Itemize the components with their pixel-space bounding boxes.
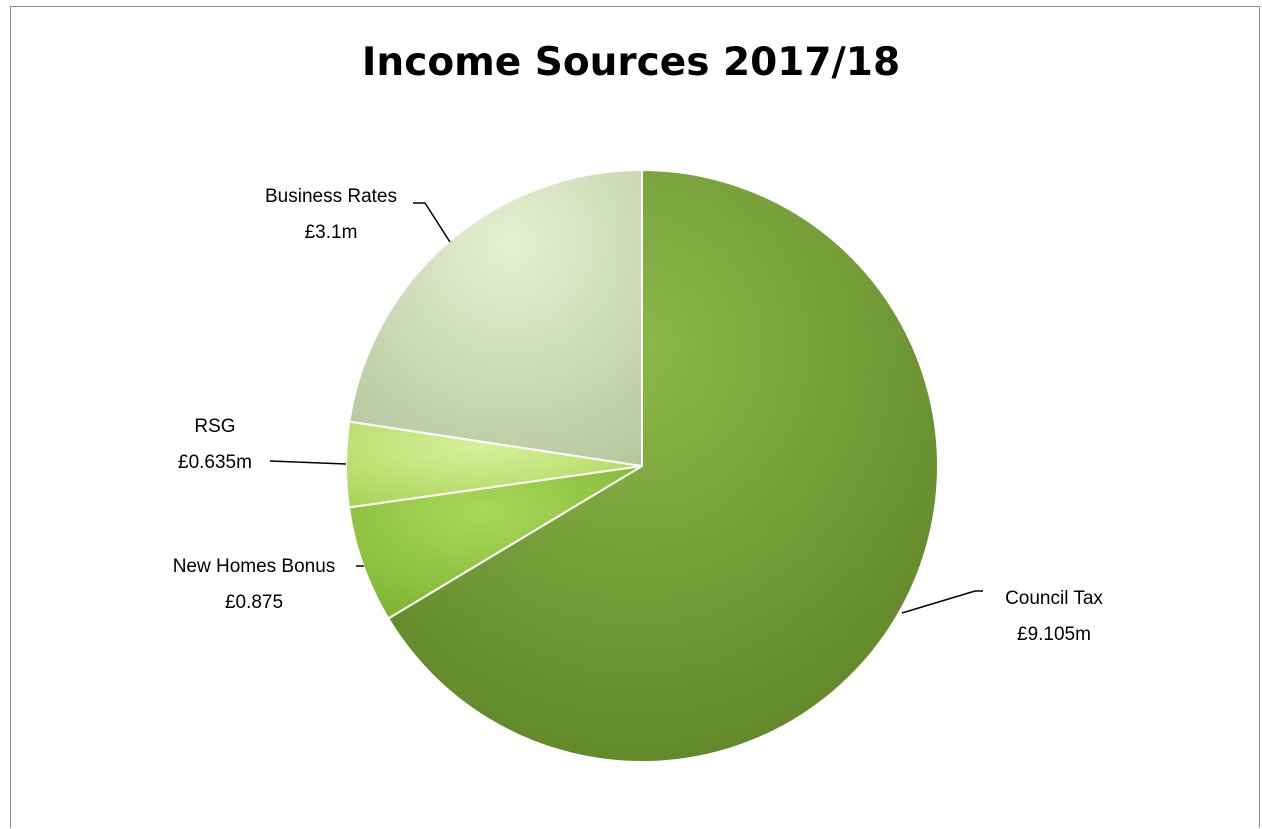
slice-label-name-rsg: RSG bbox=[194, 416, 235, 437]
slice-label-name-new-homes-bonus: New Homes Bonus bbox=[173, 556, 336, 577]
slice-label-value-new-homes-bonus: £0.875 bbox=[225, 592, 283, 613]
slice-label-value-rsg: £0.635m bbox=[178, 452, 252, 473]
pie-slices bbox=[345, 168, 939, 763]
slice-labels: Council Tax £9.105m New Homes Bonus £0.875 R… bbox=[173, 186, 1104, 645]
chart-title: Income Sources 2017/18 bbox=[361, 40, 901, 85]
leader-lines bbox=[269, 202, 983, 614]
leader-line-council-tax bbox=[901, 590, 983, 614]
slice-label-value-business-rates: £3.1m bbox=[305, 222, 358, 243]
leader-line-business-rates bbox=[413, 202, 451, 243]
pie-slice-business-rates bbox=[348, 168, 643, 468]
pie-slice-council-tax bbox=[386, 168, 939, 763]
slice-label-name-business-rates: Business Rates bbox=[265, 186, 397, 207]
slice-label-value-council-tax: £9.105m bbox=[1017, 624, 1091, 645]
leader-line-rsg bbox=[269, 460, 347, 465]
pie-slice-new-homes-bonus bbox=[347, 465, 643, 620]
slice-label-name-council-tax: Council Tax bbox=[1005, 588, 1103, 609]
